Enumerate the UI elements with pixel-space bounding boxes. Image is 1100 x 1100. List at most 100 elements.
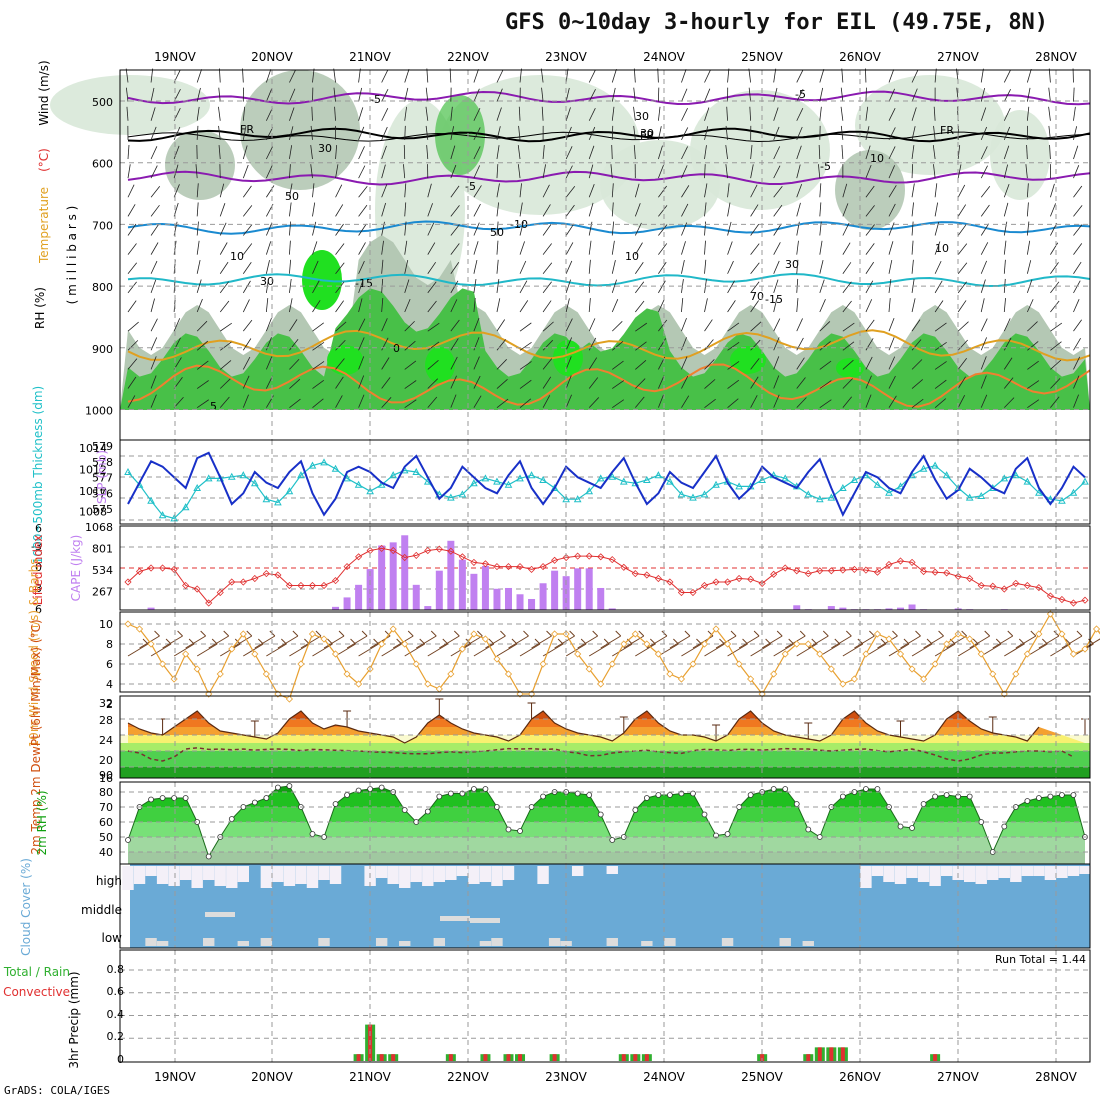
rh-marker [655,792,662,798]
wind10m-barb-tick [984,630,991,637]
cape-bar [378,545,386,610]
thickness-marker [539,475,547,483]
wind-barb [934,260,942,274]
thickness-marker [850,475,859,483]
wind-barb [1026,106,1030,121]
wind-speed-marker [182,650,190,658]
wind-barb [150,126,157,141]
wind-barb [1073,106,1076,121]
wind-barb [219,222,227,236]
thickness-marker [181,503,190,511]
wind-barb [934,361,947,370]
cloud-high [179,866,192,880]
date-label-top: 20NOV [251,50,293,64]
wind-barb [1050,341,1062,351]
wind-barb [588,126,596,141]
wind-barb [1003,377,1014,389]
wind-barb [1048,87,1051,102]
lifted-index-marker [839,566,847,574]
rh-fill-group [128,786,1085,864]
wind-barb [450,338,459,351]
wind10m-barb [600,635,621,649]
cloud-low [433,938,446,946]
fill-28-32 [128,711,1085,719]
wind-speed-marker [827,665,835,673]
wind-barb [218,145,221,160]
wind-barb [125,68,129,83]
lifted-index-marker [747,575,755,583]
cape-bar [793,605,801,610]
wind-barb [773,68,777,83]
thickness-marker [239,471,248,479]
lifted-index-marker [1012,579,1020,587]
wind-speed-marker [447,670,455,678]
wind-barb [542,184,550,198]
wind-barb [610,164,613,179]
wind-speed-marker [977,650,985,658]
rh-bright-2 [425,347,455,383]
wind-barb [427,378,439,389]
wind10m-barb-tick [546,630,552,637]
wind-barb [888,395,897,408]
wind10m-barb [485,635,506,649]
wind-barb [957,145,961,160]
wind-barb [1073,356,1081,370]
rh-marker [793,801,800,807]
rh-marker [401,807,408,813]
wind-barb [196,279,202,294]
wind-speed-marker [124,620,132,628]
rh-marker [1001,823,1008,830]
wind10m-barb [173,643,195,657]
wind-speed-marker [170,675,178,683]
wind-barb [450,280,459,294]
rh2m-label: 2m RH (%) [35,790,49,855]
wind-barb [957,164,962,179]
wind10m-barb [127,643,149,657]
wind10m-barb [427,643,449,657]
rh-contour-label: 30 [635,110,649,123]
wind-barb [127,376,137,389]
wind-barb [840,87,844,102]
temp2m-panel [120,696,1090,778]
thickness-marker [516,474,524,482]
wind10m-barb [842,643,864,657]
wind-barb [796,377,806,389]
cloud-high [168,866,180,886]
wind-speed-marker [481,635,489,643]
wind10m-barb [727,643,748,657]
wind-barb [933,164,936,179]
isotherm-label: 5 [210,400,217,413]
wind-barb [450,261,460,274]
precip-tick: 0.6 [107,985,125,998]
thickness-marker [458,490,467,498]
wind-barb [773,260,780,274]
lifted-index-marker [401,553,409,562]
wind-barb [658,338,667,351]
wind-speed-marker [700,640,709,648]
wind-barb [219,261,229,274]
wind-barb [796,357,805,370]
wind-barb [911,240,914,255]
thickness-marker [758,475,766,483]
wind-barb [519,183,522,198]
wind-barb [911,359,923,370]
wind-barb [681,185,690,198]
lifted-index-marker [896,557,905,565]
lifted-index-marker [781,564,789,572]
credit-label: GrADS: COLA/IGES [4,1084,110,1097]
wind-barb [635,396,645,408]
wind-barb [819,106,822,121]
rh-bright-1 [327,345,363,375]
wind-barb [865,261,875,274]
wind-barb [496,240,499,255]
wind10m-barb-tick [477,630,483,637]
wind-barb [934,202,939,217]
wind-barb [727,68,730,83]
wind-speed-marker [724,640,732,648]
wind-barb [773,337,780,351]
wind-barb [150,186,161,198]
wind-barb [404,260,409,274]
wind-barb [681,259,685,274]
wind-barb [1050,203,1057,217]
cloud-high [987,866,999,880]
